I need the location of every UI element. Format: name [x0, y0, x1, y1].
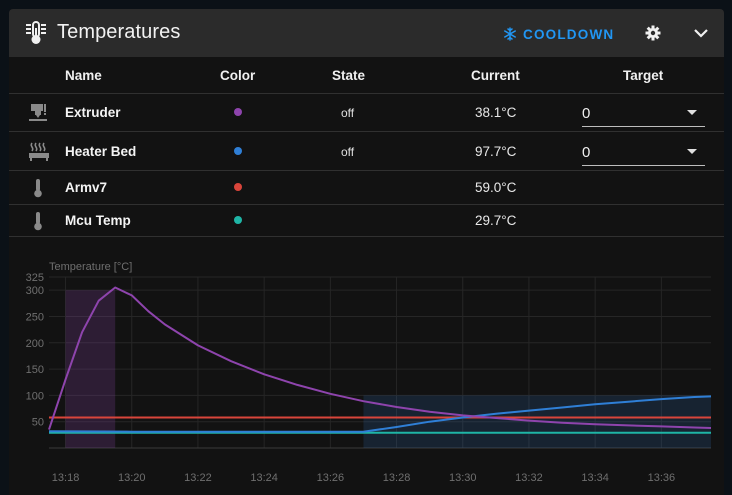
color-dot[interactable] — [234, 183, 242, 191]
table-row-mcu-temp: Mcu Temp 29.7°C — [9, 205, 724, 237]
target-region — [65, 290, 116, 448]
current-temp: 59.0°C — [475, 180, 517, 195]
color-dot[interactable] — [234, 147, 242, 155]
table-row-extruder: Extruder off 38.1°C 0 — [9, 93, 724, 132]
sensor-name: Mcu Temp — [65, 213, 131, 228]
snowflake-icon — [504, 27, 516, 41]
card-title: Temperatures — [57, 21, 181, 43]
thermometer-lines-icon — [26, 21, 46, 44]
gear-icon[interactable] — [645, 25, 661, 41]
heater-state: off — [341, 106, 355, 120]
y-axis-label: Temperature [°C] — [49, 261, 132, 273]
table-row-heater-bed: Heater Bed off 97.7°C 0 — [9, 132, 724, 171]
column-header-color: Color — [220, 68, 256, 83]
sensor-name: Armv7 — [65, 180, 108, 195]
x-tick-label: 13:32 — [515, 472, 543, 484]
y-tick-label: 250 — [26, 311, 44, 323]
x-tick-label: 13:34 — [581, 472, 609, 484]
chevron-down-icon[interactable] — [693, 26, 709, 40]
current-temp: 97.7°C — [475, 144, 517, 159]
column-header-state: State — [332, 68, 366, 83]
x-tick-label: 13:18 — [52, 472, 80, 484]
series-line — [48, 286, 712, 430]
x-tick-label: 13:36 — [648, 472, 676, 484]
column-header-current: Current — [471, 68, 520, 83]
x-tick-label: 13:30 — [449, 472, 477, 484]
temperatures-card: Temperatures COOLDOWN — [9, 9, 724, 495]
x-tick-label: 13:20 — [118, 472, 146, 484]
target-value: 0 — [582, 144, 591, 161]
target-select[interactable]: 0 — [582, 100, 705, 127]
table-row-armv7: Armv7 59.0°C — [9, 171, 724, 205]
series-line — [48, 395, 712, 433]
x-tick-label: 13:22 — [184, 472, 212, 484]
card-header: Temperatures COOLDOWN — [9, 9, 724, 57]
table-header: Name Color State Current Target — [9, 57, 724, 94]
y-tick-label: 300 — [26, 285, 44, 297]
target-regions — [65, 290, 711, 448]
column-header-name: Name — [65, 68, 102, 83]
column-header-target: Target — [623, 68, 664, 83]
heater-state: off — [341, 145, 355, 159]
current-temp: 38.1°C — [475, 105, 517, 120]
thermometer-icon — [34, 179, 42, 198]
thermometer-icon — [34, 212, 42, 231]
y-tick-label: 325 — [26, 272, 44, 284]
x-tick-label: 13:28 — [383, 472, 411, 484]
x-tick-label: 13:26 — [317, 472, 345, 484]
dropdown-arrow-icon — [687, 110, 697, 115]
printer-nozzle-icon — [29, 104, 47, 121]
sensor-name: Extruder — [65, 105, 121, 120]
y-tick-label: 150 — [26, 364, 44, 376]
cooldown-button[interactable]: COOLDOWN — [503, 23, 614, 45]
y-tick-label: 100 — [26, 390, 44, 402]
heated-bed-icon — [29, 142, 49, 161]
target-value: 0 — [582, 105, 591, 122]
target-select[interactable]: 0 — [582, 139, 705, 166]
cooldown-label: COOLDOWN — [523, 26, 615, 42]
color-dot[interactable] — [234, 216, 242, 224]
y-tick-label: 200 — [26, 338, 44, 350]
y-tick-label: 50 — [32, 417, 44, 429]
dropdown-arrow-icon — [687, 149, 697, 154]
chart-grid — [49, 276, 711, 449]
series-lines — [48, 286, 712, 434]
x-tick-labels: 13:18 13:20 13:22 13:24 13:26 13:28 13:30 13:32… — [52, 472, 675, 484]
sensor-name: Heater Bed — [65, 144, 137, 159]
color-dot[interactable] — [234, 108, 242, 116]
x-tick-label: 13:24 — [250, 472, 278, 484]
current-temp: 29.7°C — [475, 213, 517, 228]
